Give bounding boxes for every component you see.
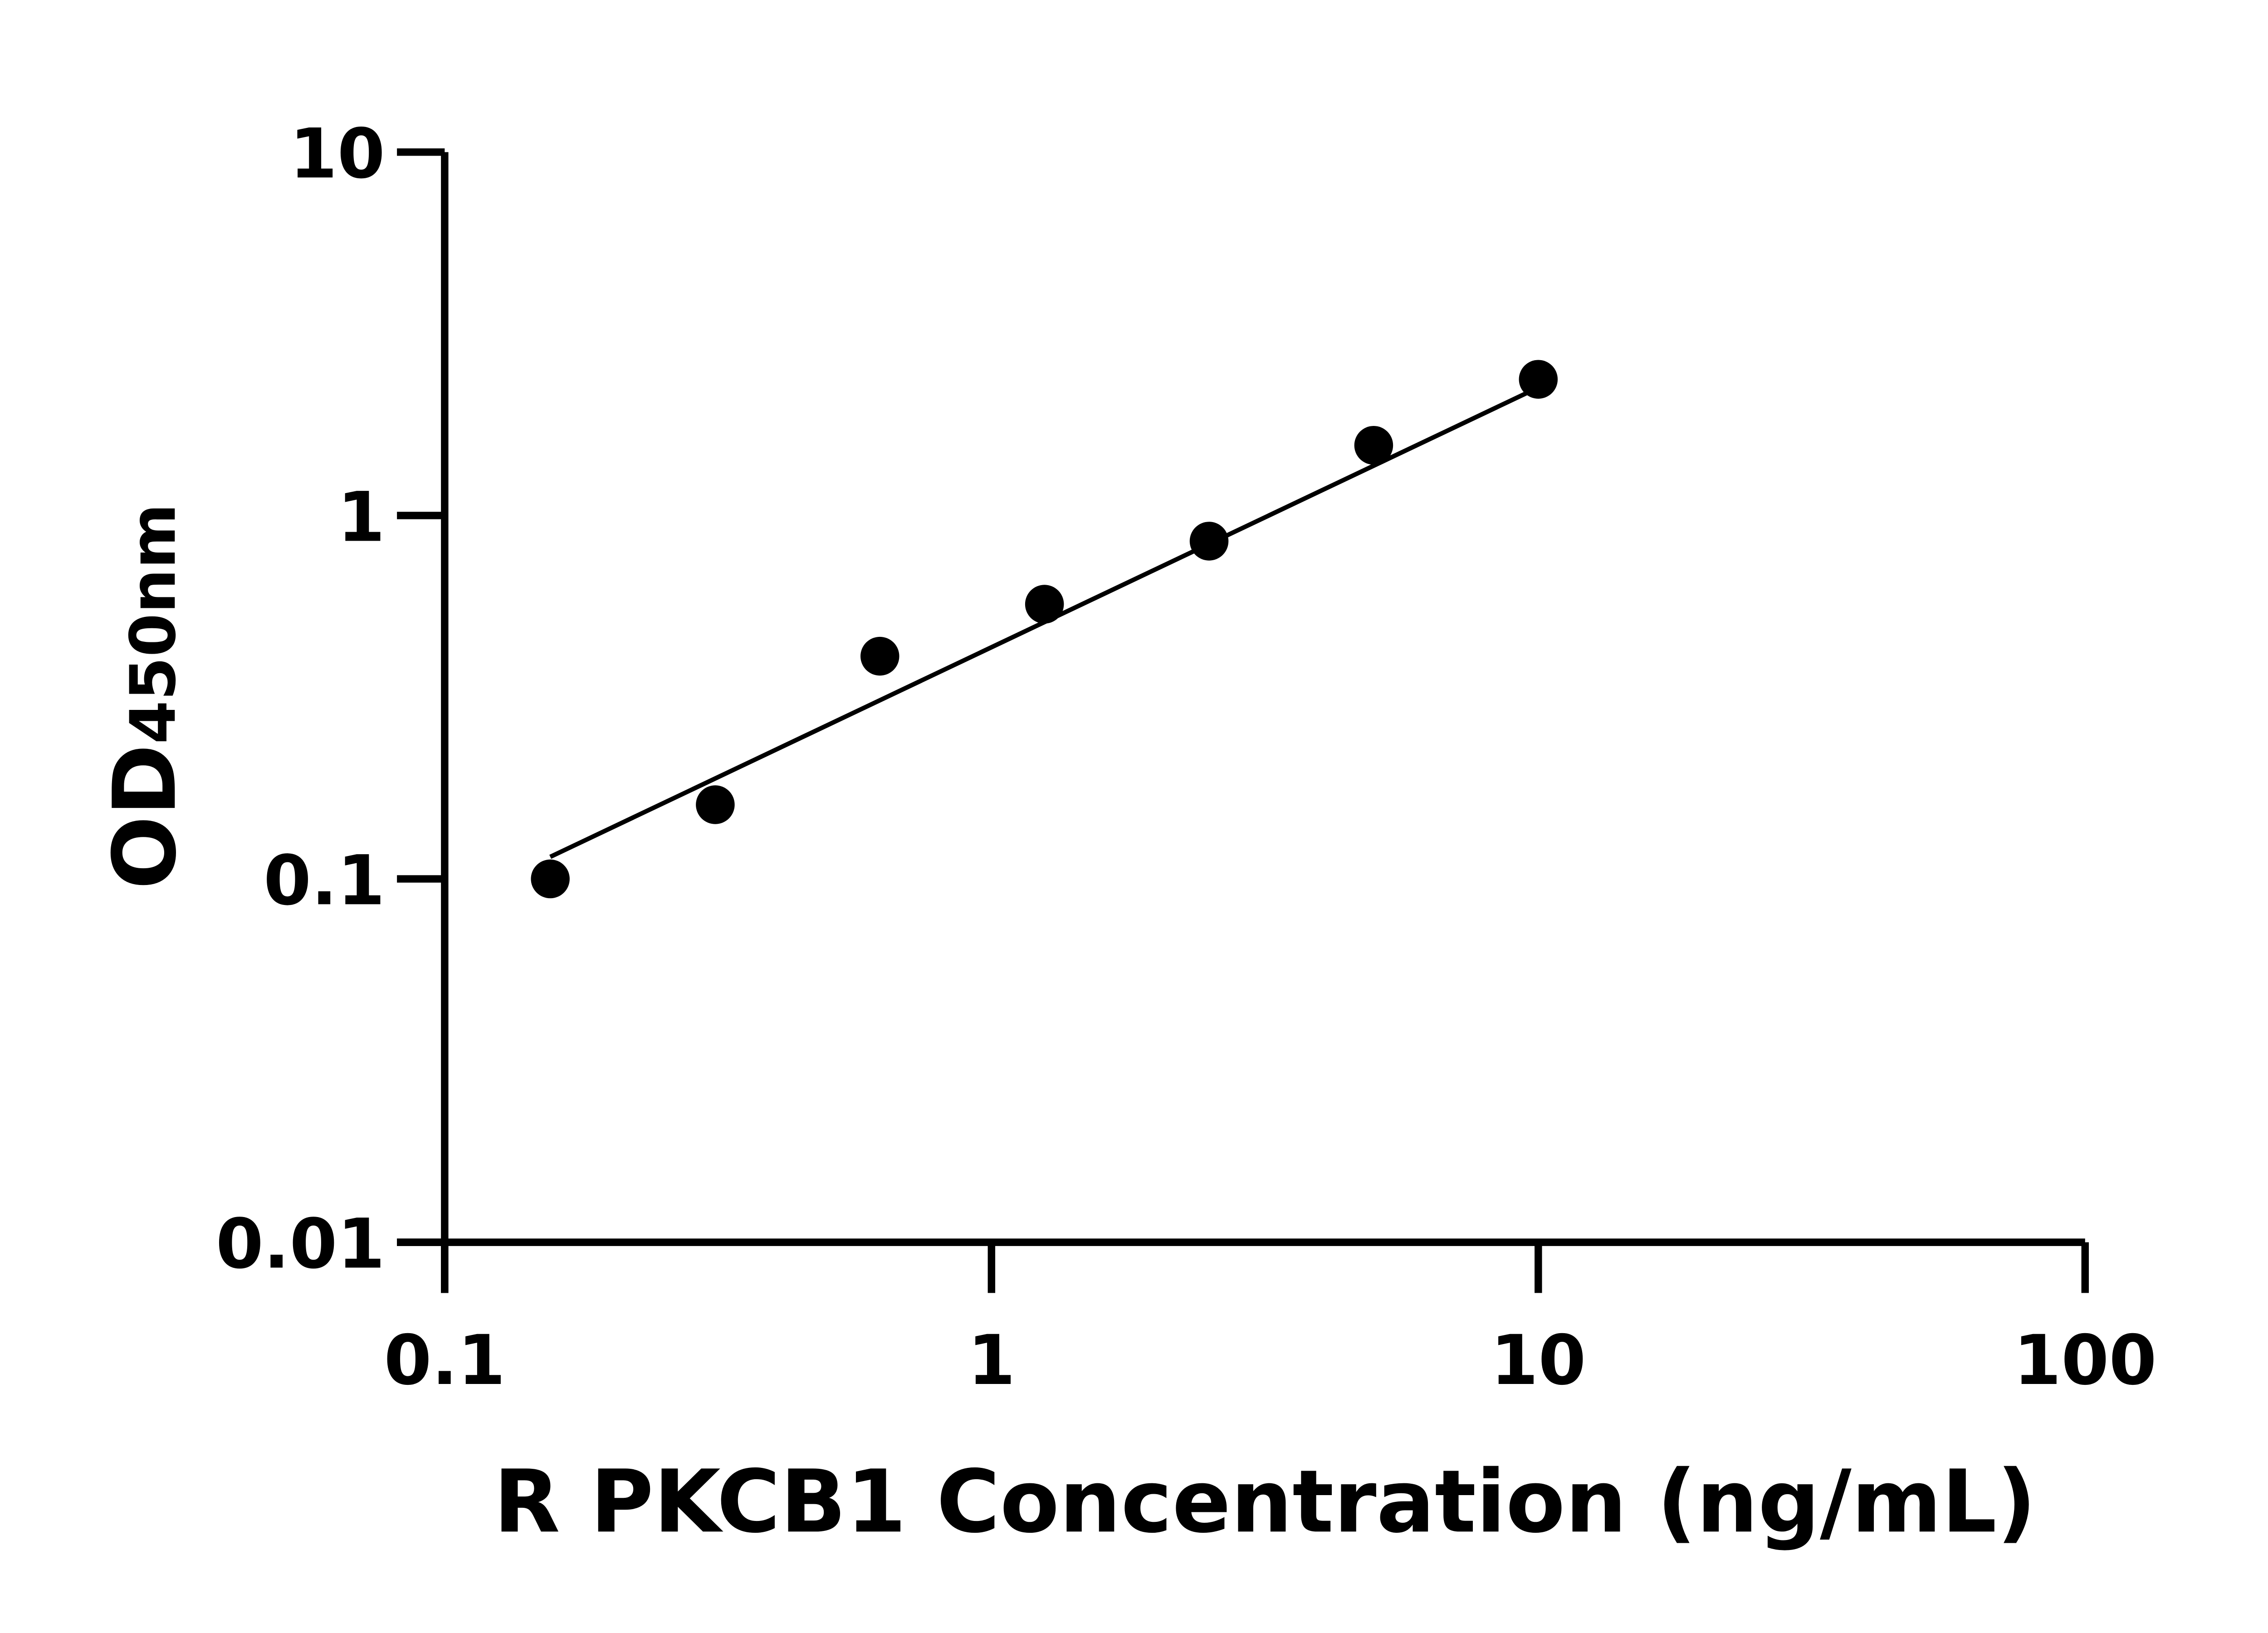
y-axis-label: OD450nm (94, 504, 195, 890)
y-tick-labels: 0.01 0.1 1 10 (216, 114, 385, 1284)
data-point (860, 636, 899, 676)
x-tick-label: 100 (2014, 1320, 2157, 1400)
x-tick-label: 10 (1491, 1320, 1586, 1400)
y-axis-label-subscript: 450nm (117, 504, 190, 744)
data-point (1354, 425, 1393, 465)
data-point (1025, 585, 1064, 624)
data-point (531, 859, 570, 899)
y-tick-label: 10 (289, 114, 385, 194)
x-tick-label: 0.1 (384, 1320, 505, 1400)
data-marks (531, 360, 1558, 899)
y-tick-label: 0.01 (216, 1204, 385, 1284)
data-point (696, 785, 735, 824)
x-tick-label: 1 (968, 1320, 1015, 1400)
x-tick-labels: 0.1 1 10 100 (384, 1320, 2156, 1400)
y-axis-label-main: OD (94, 744, 195, 889)
y-tick-label: 0.1 (264, 841, 385, 920)
x-axis-label: R PKCB1 Concentration (ng/mL) (494, 1451, 2036, 1552)
axes (397, 148, 2089, 1293)
data-point (1189, 522, 1229, 561)
y-tick-label: 1 (337, 477, 385, 557)
data-point (1519, 360, 1558, 399)
